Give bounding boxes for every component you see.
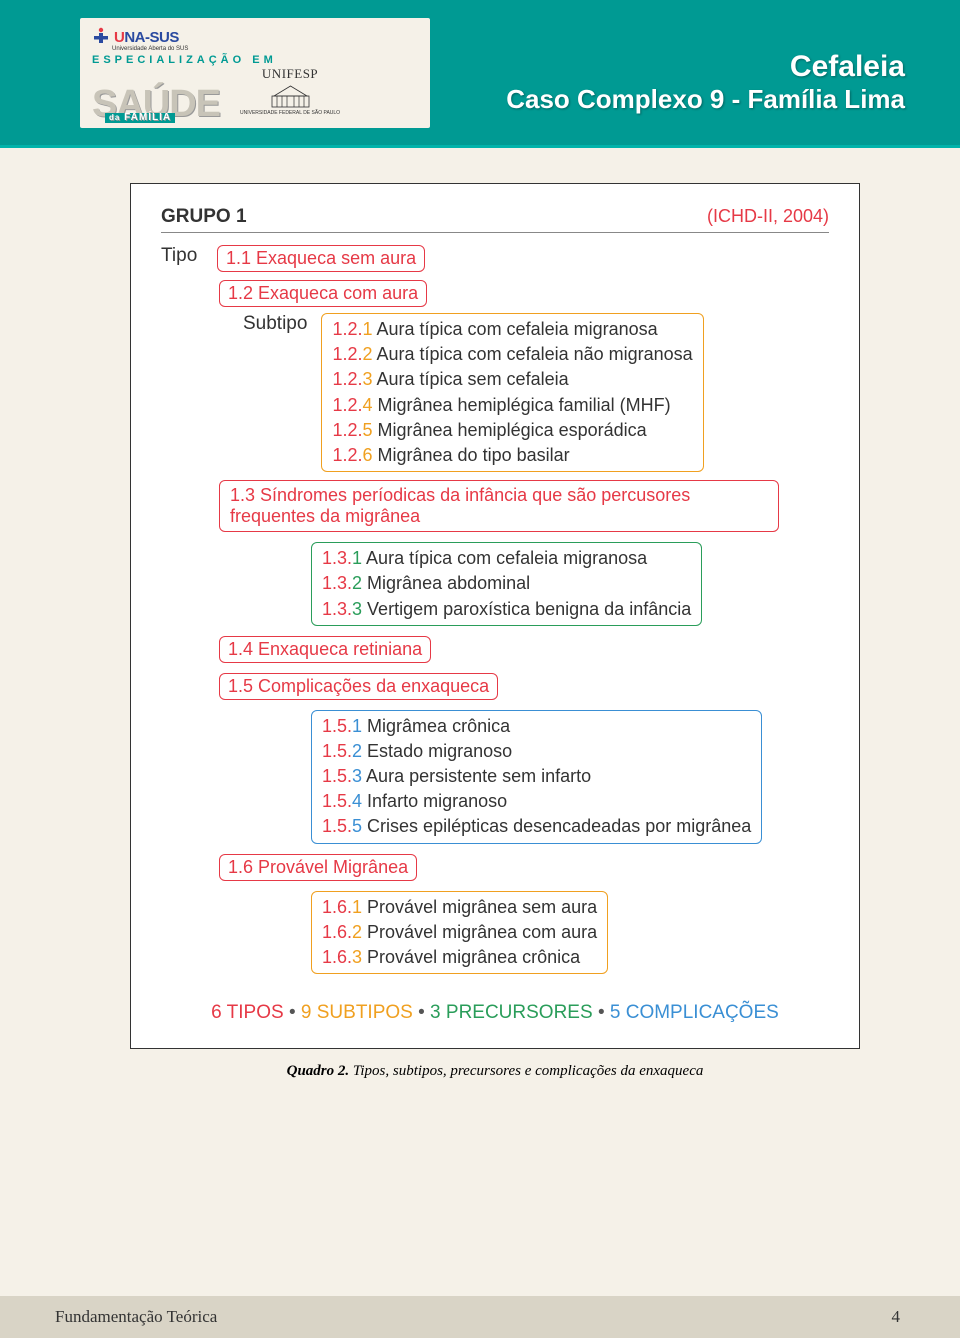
una-sus-icon [92,26,110,48]
subtipo-label: Subtipo [243,313,307,335]
unifesp-text: UNIFESP [262,66,318,82]
especializacao-label: ESPECIALIZAÇÃO EM [92,54,418,66]
subtipos-1-3-row: 1.3.1 Aura típica com cefaleia migranosa… [311,542,829,626]
subtipos-1-5: 1.5.1 Migrâmea crônica 1.5.2 Estado migr… [311,710,762,844]
figure-caption: Quadro 2. Tipos, subtipos, precursores e… [130,1063,860,1080]
tipo-1-4-row: 1.4 Enxaqueca retiniana [219,636,829,663]
header-bar: UNA-SUS Universidade Aberta do SUS ESPEC… [0,0,960,145]
summary-row: 6 TIPOS • 9 SUBTIPOS • 3 PRECURSORES • 5… [161,1002,829,1024]
unifesp-subtitle: UNIVERSIDADE FEDERAL DE SÃO PAULO [240,110,340,116]
tipo-1-5-row: 1.5 Complicações da enxaqueca [219,673,829,700]
tipo-1-4: 1.4 Enxaqueca retiniana [219,636,431,663]
sum-complic: 5 COMPLICAÇÕES [610,1002,779,1023]
footer: Fundamentação Teórica 4 [0,1296,960,1338]
header-title-2: Caso Complexo 9 - Família Lima [506,84,905,115]
tipo-1-6-row: 1.6 Provável Migrânea [219,854,829,881]
tipo-1-2: 1.2 Exaqueca com aura [219,280,427,307]
caption-rest: Tipos, subtipos, precursores e complicaç… [349,1063,703,1079]
subtipos-1-6: 1.6.1 Provável migrânea sem aura 1.6.2 P… [311,891,608,975]
tipo-1-2-row: 1.2 Exaqueca com aura [219,280,829,307]
grupo-row: GRUPO 1 (ICHD-II, 2004) [161,206,829,233]
subtipos-1-2: 1.2.1 Aura típica com cefaleia migranosa… [321,313,703,472]
header-titles: Cefaleia Caso Complexo 9 - Família Lima [506,50,905,115]
saude-logo: SAÚDE da FAMÍLIA [92,88,220,120]
una-sus-text: UNA-SUS [114,29,179,46]
tipo-1-3-row: 1.3 Síndromes períodicas da infância que… [219,480,829,532]
caption-bold: Quadro 2. [287,1063,350,1079]
tipo-1-6: 1.6 Provável Migrânea [219,854,417,881]
grupo-label: GRUPO 1 [161,206,247,228]
header-title-1: Cefaleia [506,50,905,84]
unifesp-building-icon [268,84,313,109]
footer-page-number: 4 [892,1307,901,1327]
diagram-box: GRUPO 1 (ICHD-II, 2004) Tipo 1.1 Exaquec… [130,183,860,1049]
subtipos-1-5-row: 1.5.1 Migrâmea crônica 1.5.2 Estado migr… [311,710,829,844]
content-wrap: GRUPO 1 (ICHD-II, 2004) Tipo 1.1 Exaquec… [0,148,960,1080]
subtipos-1-3: 1.3.1 Aura típica com cefaleia migranosa… [311,542,702,626]
subtipos-1-6-row: 1.6.1 Provável migrânea sem aura 1.6.2 P… [311,891,829,975]
una-sus-logo: UNA-SUS [92,26,418,48]
tipo-1-3: 1.3 Síndromes períodicas da infância que… [219,480,779,532]
sum-precursores: 3 PRECURSORES [430,1002,593,1023]
ichd-label: (ICHD-II, 2004) [707,206,829,228]
subtipo-row: Subtipo 1.2.1 Aura típica com cefaleia m… [243,313,829,472]
una-subtitle: Universidade Aberta do SUS [112,46,418,52]
tipo-1-5: 1.5 Complicações da enxaqueca [219,673,498,700]
unifesp-logo: UNIFESP UNIVERSIDADE FEDERAL DE SÃO PAUL… [240,66,340,116]
tipo-label: Tipo [161,245,203,267]
footer-left: Fundamentação Teórica [55,1307,217,1327]
logo-block: UNA-SUS Universidade Aberta do SUS ESPEC… [80,18,430,128]
tipo-1-1: 1.1 Exaqueca sem aura [217,245,425,272]
familia-badge: da FAMÍLIA [105,113,175,124]
saude-row: SAÚDE da FAMÍLIA UNIFESP UNIVERSIDADE FE… [92,66,418,120]
sum-subtipos: 9 SUBTIPOS [301,1002,413,1023]
sum-tipos: 6 TIPOS [211,1002,284,1023]
tipo-row-1: Tipo 1.1 Exaqueca sem aura [161,245,829,272]
